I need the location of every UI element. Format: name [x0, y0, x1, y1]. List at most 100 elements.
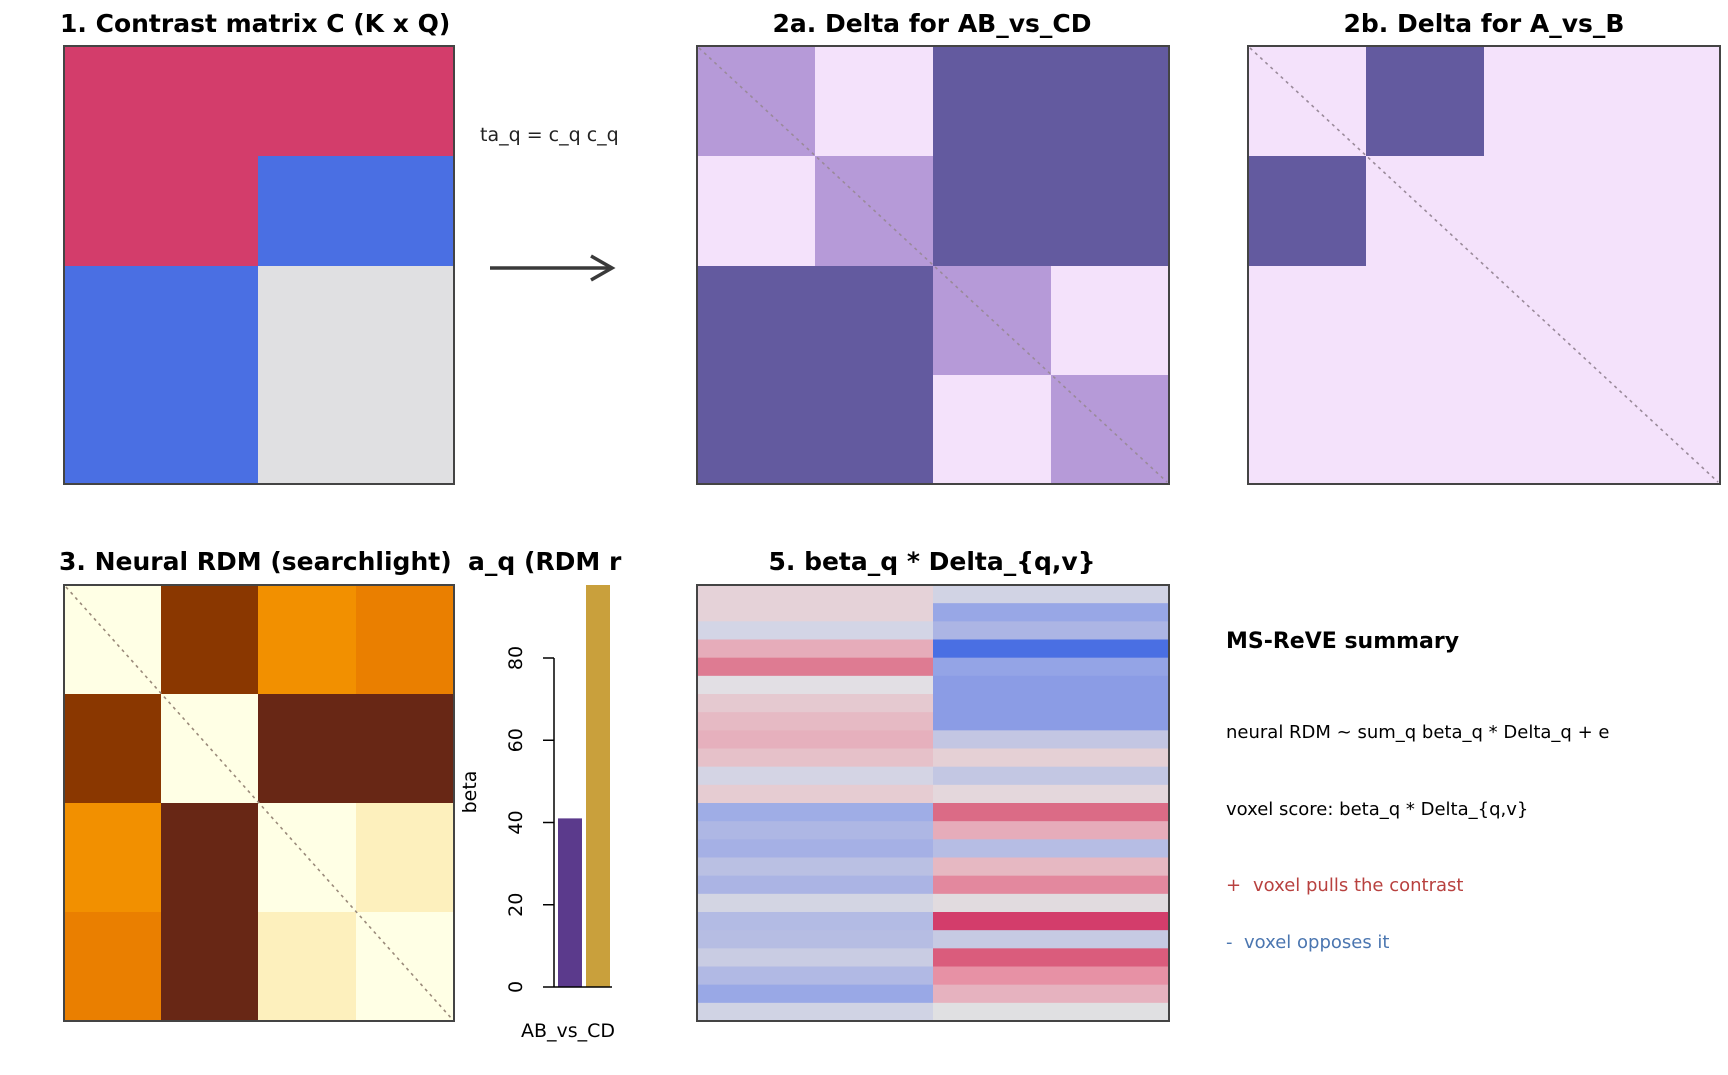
contrast-cell-cd1	[64, 266, 258, 484]
delta-a-frame	[1247, 45, 1721, 485]
delta-a-diagonal	[1249, 47, 1719, 483]
neural-rdm-matrix	[63, 584, 455, 1022]
voxel-cell	[697, 621, 933, 641]
rdm-cell	[258, 585, 356, 694]
rdm-cell	[64, 694, 161, 803]
delta-a-cell	[1366, 46, 1484, 156]
beta-x-tick-label: AB_vs_CD	[521, 1020, 615, 1042]
delta-ab-cell	[815, 46, 933, 156]
voxel-cell	[933, 893, 1169, 913]
voxel-cell	[933, 821, 1169, 840]
beta-y-tick-label: 80	[505, 646, 527, 670]
rdm-panel-title: 3. Neural RDM (searchlight)	[59, 547, 452, 576]
rdm-cell	[356, 803, 454, 912]
voxel-cell	[933, 912, 1169, 931]
contrast-frame	[63, 45, 455, 485]
voxel-cell	[697, 766, 933, 786]
beta-y-axis-label: beta	[459, 771, 481, 814]
contrast-cell-b2	[258, 156, 454, 266]
summary-minus-symbol: -	[1226, 932, 1233, 953]
voxel-cell	[697, 784, 933, 804]
rdm-cell	[161, 585, 258, 694]
voxel-cell	[933, 621, 1169, 641]
contrast-cell-a	[64, 46, 454, 156]
summary-plus-symbol: +	[1226, 875, 1241, 896]
voxel-cell	[933, 639, 1169, 659]
voxel-score-matrix	[697, 585, 1169, 1022]
summary-plus-text: voxel pulls the contrast	[1253, 875, 1463, 896]
beta-y-tick-label: 0	[505, 981, 527, 993]
delta-ab-cell	[697, 156, 815, 266]
rdm-cell	[161, 912, 258, 1021]
rdm-cell	[161, 803, 258, 912]
voxel-cell	[933, 930, 1169, 949]
contrast-cell-b1	[64, 156, 258, 266]
voxel-cell	[933, 748, 1169, 768]
voxel-cell	[697, 1002, 933, 1022]
delta-ab-cell	[1051, 266, 1169, 375]
delta-a-panel-title: 2b. Delta for A_vs_B	[1344, 9, 1625, 38]
voxel-cell	[697, 875, 933, 895]
voxel-cell	[697, 712, 933, 731]
arrow-label: ta_q = c_q c_q	[480, 124, 619, 146]
beta-bar-chart: 0 20 40 60 80 AB_vs_CD beta	[459, 585, 615, 1042]
voxel-cell	[933, 675, 1169, 695]
delta-ab-frame	[696, 45, 1170, 485]
voxel-cell	[933, 730, 1169, 750]
voxel-cell	[933, 784, 1169, 804]
voxel-frame	[696, 584, 1170, 1022]
rdm-cell	[356, 912, 454, 1021]
voxel-cell	[697, 675, 933, 695]
voxel-cell	[697, 803, 933, 822]
voxel-panel-title: 5. beta_q * Delta_{q,v}	[768, 547, 1095, 576]
voxel-cell	[933, 766, 1169, 786]
contrast-matrix	[63, 45, 455, 485]
voxel-cell	[697, 893, 933, 913]
beta-bar-2	[586, 585, 610, 987]
delta-ab-panel-title: 2a. Delta for AB_vs_CD	[772, 9, 1091, 38]
voxel-cell	[697, 748, 933, 768]
rdm-cell	[161, 694, 258, 803]
delta-a-matrix	[1247, 45, 1721, 485]
voxel-cell	[697, 948, 933, 968]
beta-bars	[558, 585, 610, 987]
beta-y-tick-label: 60	[505, 728, 527, 752]
voxel-cell	[697, 821, 933, 840]
delta-a-cell	[1248, 156, 1366, 266]
voxel-cell	[697, 730, 933, 750]
voxel-cell	[933, 585, 1169, 604]
beta-y-ticks: 0 20 40 60 80	[505, 646, 554, 993]
summary-title: MS-ReVE summary	[1226, 629, 1459, 654]
contrast-panel-title: 1. Contrast matrix C (K x Q)	[60, 9, 450, 38]
voxel-cell	[697, 930, 933, 949]
delta-ab-diagonal	[698, 47, 1168, 483]
voxel-cell	[933, 803, 1169, 822]
voxel-cell	[697, 984, 933, 1004]
rdm-frame	[63, 584, 455, 1022]
arrow-icon	[490, 254, 616, 282]
beta-bar-1	[558, 818, 582, 987]
rdm-cell	[356, 694, 454, 803]
voxel-cell	[697, 639, 933, 659]
summary-voxel-line: voxel score: beta_q * Delta_{q,v}	[1226, 799, 1528, 820]
rdm-diagonal	[65, 586, 453, 1020]
summary-minus-text: voxel opposes it	[1244, 932, 1390, 953]
rdm-cell	[258, 912, 356, 1021]
summary-model-line: neural RDM ~ sum_q beta_q * Delta_q + e	[1226, 722, 1609, 743]
voxel-cell	[933, 712, 1169, 731]
voxel-cell	[933, 857, 1169, 877]
voxel-cell	[933, 839, 1169, 859]
voxel-cell	[697, 603, 933, 622]
voxel-cell	[697, 966, 933, 986]
beta-panel-title: a_q (RDM r	[468, 547, 622, 576]
voxel-cell	[933, 966, 1169, 986]
rdm-cell	[64, 803, 161, 912]
beta-y-tick-label: 20	[505, 893, 527, 917]
voxel-cell	[933, 657, 1169, 677]
rdm-cell	[356, 585, 454, 694]
voxel-cell	[933, 948, 1169, 968]
voxel-cell	[697, 585, 933, 604]
voxel-cell	[697, 912, 933, 931]
voxel-cell	[933, 875, 1169, 895]
